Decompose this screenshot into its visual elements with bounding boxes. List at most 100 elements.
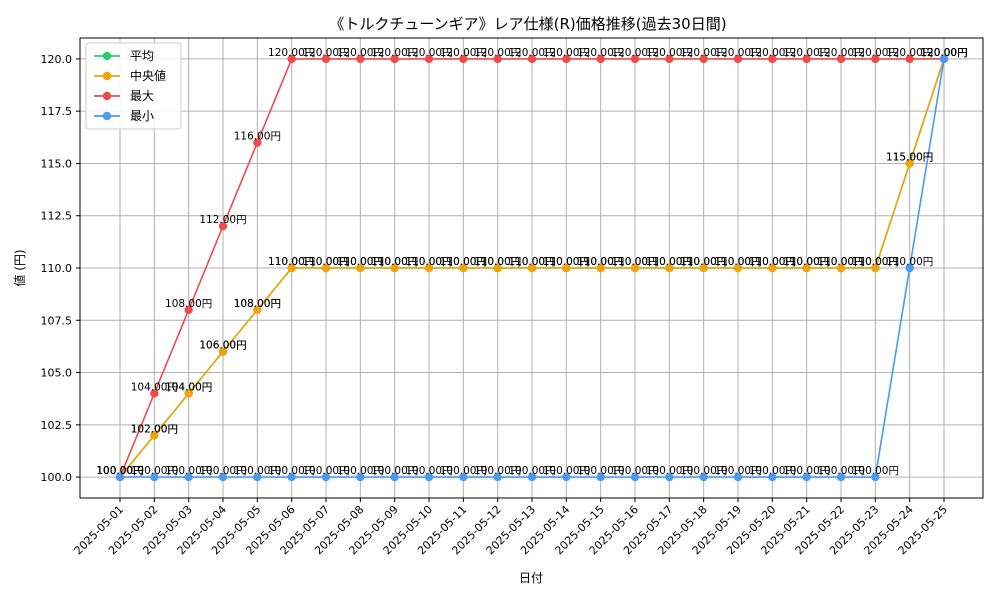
data-point[interactable] <box>562 472 571 482</box>
data-label: 100.00円 <box>165 465 212 477</box>
data-point[interactable] <box>493 54 502 64</box>
legend-frame <box>85 42 182 130</box>
data-point[interactable] <box>184 389 193 398</box>
data-point[interactable] <box>493 472 502 482</box>
data-point[interactable] <box>356 263 365 273</box>
legend-item-1[interactable]: 中央値 <box>94 68 166 83</box>
data-point[interactable] <box>802 54 811 64</box>
data-point[interactable] <box>596 472 605 482</box>
data-label: 100.00円 <box>611 465 658 477</box>
data-point[interactable] <box>905 159 914 168</box>
data-point[interactable] <box>493 263 502 273</box>
data-point[interactable] <box>150 431 159 440</box>
data-label: 120.00円 <box>646 47 693 59</box>
legend-item-3[interactable]: 最小 <box>94 109 154 123</box>
data-point[interactable] <box>184 305 193 315</box>
data-label: 100.00円 <box>852 465 899 477</box>
data-point[interactable] <box>905 263 914 273</box>
data-point[interactable] <box>768 54 777 64</box>
data-label: 110.00円 <box>268 256 315 268</box>
data-point[interactable] <box>768 472 777 482</box>
data-point[interactable] <box>424 54 434 64</box>
data-point[interactable] <box>356 54 365 64</box>
data-point[interactable] <box>871 472 880 482</box>
data-label: 120.00円 <box>886 47 933 59</box>
data-point[interactable] <box>253 472 262 482</box>
data-point[interactable] <box>939 54 949 64</box>
data-point[interactable] <box>665 54 674 64</box>
data-label: 110.00円 <box>852 256 899 268</box>
data-point[interactable] <box>905 54 914 64</box>
data-point[interactable] <box>253 138 262 147</box>
data-label: 110.00円 <box>852 256 899 268</box>
data-label: 100.00円 <box>543 465 590 477</box>
data-point[interactable] <box>287 54 296 64</box>
data-label: 110.00円 <box>886 256 933 268</box>
data-point[interactable] <box>630 54 640 64</box>
data-point[interactable] <box>527 472 537 482</box>
data-point[interactable] <box>699 472 708 482</box>
data-point[interactable] <box>699 263 708 273</box>
data-point[interactable] <box>562 54 571 64</box>
data-point[interactable] <box>390 472 399 482</box>
data-point[interactable] <box>665 263 674 273</box>
data-point[interactable] <box>665 472 674 482</box>
data-point[interactable] <box>115 472 125 482</box>
data-point[interactable] <box>321 472 331 482</box>
data-point[interactable] <box>424 472 434 482</box>
data-point[interactable] <box>287 472 296 482</box>
data-point[interactable] <box>596 263 605 273</box>
data-point[interactable] <box>733 472 743 482</box>
data-point[interactable] <box>424 263 434 273</box>
data-label: 100.00円 <box>680 465 727 477</box>
data-label: 120.00円 <box>371 47 418 59</box>
data-point[interactable] <box>596 54 605 64</box>
data-point[interactable] <box>390 263 399 273</box>
data-point[interactable] <box>287 263 296 273</box>
data-point[interactable] <box>527 54 537 64</box>
data-point[interactable] <box>836 472 846 482</box>
data-point[interactable] <box>321 263 331 273</box>
data-point[interactable] <box>836 54 846 64</box>
data-label: 110.00円 <box>611 256 658 268</box>
data-point[interactable] <box>802 263 811 273</box>
data-point[interactable] <box>459 54 468 64</box>
data-point[interactable] <box>218 347 228 356</box>
data-point[interactable] <box>218 472 228 482</box>
data-point[interactable] <box>459 263 468 273</box>
data-point[interactable] <box>150 389 159 398</box>
legend-item-0[interactable]: 平均 <box>94 49 154 63</box>
data-label: 108.00円 <box>165 298 212 310</box>
data-point[interactable] <box>733 263 743 273</box>
data-point[interactable] <box>802 472 811 482</box>
data-point[interactable] <box>321 54 331 64</box>
data-label: 110.00円 <box>302 256 349 268</box>
data-point[interactable] <box>218 221 228 231</box>
data-point[interactable] <box>390 54 399 64</box>
data-point[interactable] <box>184 472 193 482</box>
data-point[interactable] <box>836 263 846 273</box>
y-tick-label: 110.0 <box>41 262 73 275</box>
data-label: 120.00円 <box>577 47 624 59</box>
y-tick-label: 117.5 <box>41 105 73 118</box>
data-point[interactable] <box>630 263 640 273</box>
data-label: 106.00円 <box>199 340 246 352</box>
data-point[interactable] <box>768 263 777 273</box>
data-point[interactable] <box>253 305 262 315</box>
legend-item-2[interactable]: 最大 <box>94 89 154 103</box>
data-point[interactable] <box>356 472 365 482</box>
data-point[interactable] <box>871 263 880 273</box>
data-point[interactable] <box>150 472 159 482</box>
data-point[interactable] <box>871 54 880 64</box>
data-point[interactable] <box>630 472 640 482</box>
data-point[interactable] <box>699 54 708 64</box>
data-point[interactable] <box>459 472 468 482</box>
data-point[interactable] <box>733 54 743 64</box>
data-point[interactable] <box>562 263 571 273</box>
data-label: 100.00円 <box>371 465 418 477</box>
data-label: 100.00円 <box>96 465 143 477</box>
data-label: 110.00円 <box>577 256 624 268</box>
data-label: 120.00円 <box>783 47 830 59</box>
data-point[interactable] <box>527 263 537 273</box>
